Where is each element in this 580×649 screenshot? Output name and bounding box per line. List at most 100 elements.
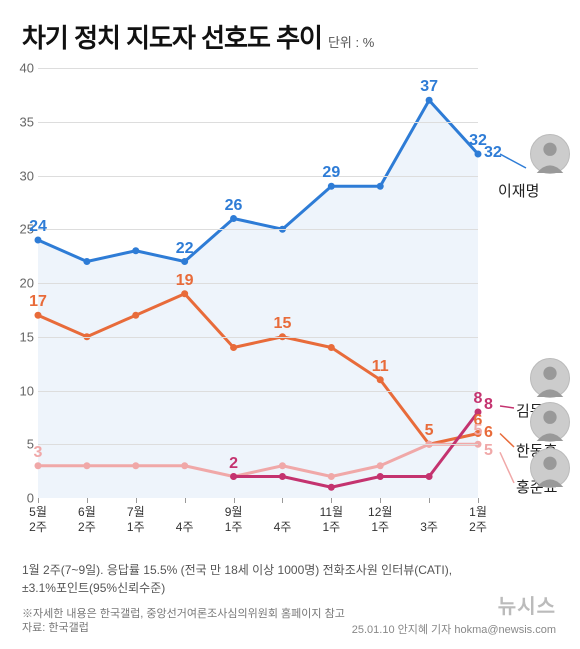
grid-line — [38, 176, 478, 177]
avatar-han-dong-hoon — [530, 402, 570, 442]
avatar-lee-jae-myung — [530, 134, 570, 174]
x-tick: 5월2주 — [16, 505, 60, 534]
grid-line — [38, 337, 478, 338]
data-label-hong-jun-pyo: 5 — [474, 422, 483, 440]
chart-title: 차기 정치 지도자 선호도 추이 — [22, 18, 322, 55]
end-label-kim-moon-soo: 8 — [484, 396, 493, 414]
footnote-line-1: 1월 2주(7~9일). 응답률 15.5% (전국 만 18세 이상 1000… — [22, 561, 452, 579]
x-tick: 6월2주 — [65, 505, 109, 534]
data-label-han-dong-hoon: 11 — [372, 358, 389, 376]
source-text: 자료: 한국갤럽 — [22, 619, 89, 635]
data-label-han-dong-hoon: 19 — [176, 272, 194, 290]
avatar-hong-jun-pyo — [530, 448, 570, 488]
x-tick: 7월1주 — [114, 505, 158, 534]
x-tick-mark — [282, 498, 283, 503]
chart-unit: 단위 : % — [328, 32, 374, 51]
data-label-lee-jae-myung: 29 — [322, 164, 340, 182]
marker-hong-jun-pyo — [83, 462, 90, 469]
grid-line — [38, 391, 478, 392]
marker-han-dong-hoon — [230, 344, 237, 351]
marker-kim-moon-soo — [377, 473, 384, 480]
marker-lee-jae-myung — [83, 258, 90, 265]
x-tick-mark — [429, 498, 430, 503]
area-fill-lee-jae-myung — [38, 100, 478, 498]
marker-hong-jun-pyo — [181, 462, 188, 469]
footnote-line-2: ±3.1%포인트(95%신뢰수준) — [22, 579, 452, 597]
marker-kim-moon-soo — [279, 473, 286, 480]
data-label-kim-moon-soo: 8 — [474, 390, 483, 408]
connector-line — [500, 406, 514, 408]
marker-han-dong-hoon — [377, 376, 384, 383]
data-label-han-dong-hoon: 15 — [274, 315, 292, 333]
x-tick-mark — [185, 498, 186, 503]
data-label-han-dong-hoon: 5 — [425, 422, 434, 440]
title-row: 차기 정치 지도자 선호도 추이 단위 : % — [0, 0, 580, 65]
marker-han-dong-hoon — [328, 344, 335, 351]
x-tick-mark — [234, 498, 235, 503]
marker-hong-jun-pyo — [328, 473, 335, 480]
marker-kim-moon-soo — [230, 473, 237, 480]
marker-lee-jae-myung — [328, 183, 335, 190]
marker-hong-jun-pyo — [35, 462, 42, 469]
y-tick: 15 — [8, 329, 34, 344]
x-tick-mark — [38, 498, 39, 503]
connector-line — [500, 434, 514, 448]
legend-lee-jae-myung: 이재명 — [498, 180, 539, 201]
marker-lee-jae-myung — [475, 151, 482, 158]
x-tick-mark — [478, 498, 479, 503]
x-tick-mark — [380, 498, 381, 503]
marker-lee-jae-myung — [377, 183, 384, 190]
connector-line — [500, 154, 526, 168]
x-tick: 1월2주 — [456, 505, 500, 534]
y-tick: 10 — [8, 383, 34, 398]
marker-hong-jun-pyo — [279, 462, 286, 469]
marker-lee-jae-myung — [132, 247, 139, 254]
marker-lee-jae-myung — [426, 97, 433, 104]
data-label-kim-moon-soo: 2 — [229, 455, 238, 473]
avatar-kim-moon-soo — [530, 358, 570, 398]
marker-lee-jae-myung — [35, 237, 42, 244]
y-tick: 40 — [8, 61, 34, 76]
marker-hong-jun-pyo — [132, 462, 139, 469]
data-label-lee-jae-myung: 37 — [420, 78, 438, 96]
marker-lee-jae-myung — [181, 258, 188, 265]
grid-line — [38, 283, 478, 284]
end-label-lee-jae-myung: 32 — [484, 144, 502, 162]
data-label-lee-jae-myung: 22 — [176, 240, 194, 258]
y-tick: 5 — [8, 437, 34, 452]
marker-kim-moon-soo — [328, 484, 335, 491]
infographic-container: 차기 정치 지도자 선호도 추이 단위 : % 0510152025303540… — [0, 0, 580, 649]
marker-han-dong-hoon — [132, 312, 139, 319]
grid-line — [38, 122, 478, 123]
marker-lee-jae-myung — [230, 215, 237, 222]
watermark: 뉴시스 — [498, 590, 556, 619]
y-tick: 0 — [8, 491, 34, 506]
data-label-han-dong-hoon: 17 — [29, 293, 47, 311]
marker-kim-moon-soo — [426, 473, 433, 480]
x-tick: 9월1주 — [212, 505, 256, 534]
x-tick: 11월1주 — [309, 505, 353, 534]
connector-line — [500, 452, 514, 483]
y-tick: 35 — [8, 114, 34, 129]
grid-line — [38, 229, 478, 230]
footnote-main: 1월 2주(7~9일). 응답률 15.5% (전국 만 18세 이상 1000… — [22, 561, 452, 597]
x-tick-mark — [136, 498, 137, 503]
grid-line — [38, 444, 478, 445]
marker-han-dong-hoon — [181, 290, 188, 297]
x-tick: 12월1주 — [358, 505, 402, 534]
x-tick: 4주 — [260, 520, 304, 534]
y-tick: 20 — [8, 276, 34, 291]
x-tick: 3주 — [407, 520, 451, 534]
end-label-han-dong-hoon: 6 — [484, 424, 493, 442]
x-tick-mark — [87, 498, 88, 503]
end-label-hong-jun-pyo: 5 — [484, 442, 493, 460]
y-tick: 30 — [8, 168, 34, 183]
data-label-hong-jun-pyo: 3 — [34, 444, 43, 462]
grid-line — [38, 68, 478, 69]
marker-hong-jun-pyo — [377, 462, 384, 469]
marker-han-dong-hoon — [35, 312, 42, 319]
x-tick-mark — [331, 498, 332, 503]
chart-area: 05101520253035405월2주6월2주7월1주4주9월1주4주11월1… — [38, 68, 478, 498]
credit-text: 25.01.10 안지혜 기자 hokma@newsis.com — [352, 621, 556, 637]
data-label-lee-jae-myung: 24 — [29, 218, 47, 236]
